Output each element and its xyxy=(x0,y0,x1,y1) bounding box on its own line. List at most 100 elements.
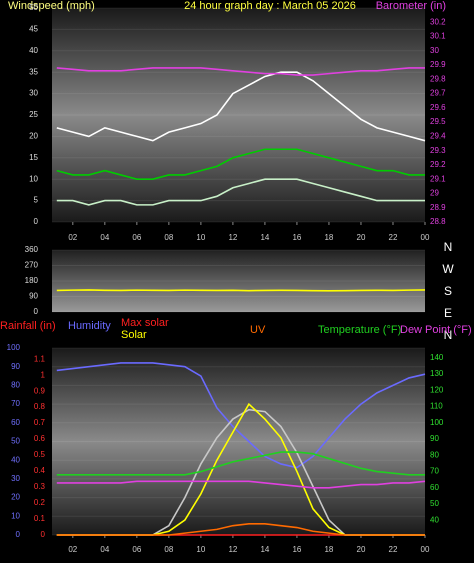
y-tick-label: 0 xyxy=(34,307,39,316)
legend-entry: Humidity xyxy=(68,320,111,332)
y3-tick-label: 0.5 xyxy=(34,450,46,459)
series-line xyxy=(56,480,426,489)
x-tick-label: 00 xyxy=(421,233,430,242)
legend-entry: Rainfall (in) xyxy=(0,320,56,332)
x-tick-label: 02 xyxy=(68,545,77,554)
x-tick-label: 22 xyxy=(389,545,398,554)
x-tick-label: 14 xyxy=(260,233,269,242)
x-tick-label: 20 xyxy=(357,545,366,554)
series-line xyxy=(56,178,425,206)
direction-label: N xyxy=(444,240,453,254)
x-tick-label: 10 xyxy=(196,233,205,242)
y2-tick-label: 110 xyxy=(430,402,443,411)
y-tick-label: 5 xyxy=(34,196,39,205)
y3-tick-label: 0.2 xyxy=(34,498,46,507)
x-tick-label: 04 xyxy=(100,233,109,242)
y2-tick-label: 80 xyxy=(430,450,439,459)
y-tick-label: 90 xyxy=(11,362,20,371)
y3-tick-label: 1.1 xyxy=(34,354,46,363)
y2-tick-label: 60 xyxy=(430,483,439,492)
y2-tick-label: 140 xyxy=(430,353,444,362)
x-tick-label: 14 xyxy=(260,545,269,554)
series-line xyxy=(56,451,425,476)
series-line xyxy=(56,71,426,142)
plot-area xyxy=(52,348,425,535)
x-tick-label: 06 xyxy=(132,545,141,554)
series-line xyxy=(56,362,426,469)
direction-label: S xyxy=(444,284,452,298)
x-tick-label: 16 xyxy=(292,233,301,242)
y2-tick-label: 29.7 xyxy=(430,89,446,98)
y3-tick-label: 0.4 xyxy=(34,466,46,475)
legend-entry: Dew Point (°F) xyxy=(400,324,472,336)
y2-tick-label: 29.5 xyxy=(430,117,446,126)
x-tick-label: 22 xyxy=(389,233,398,242)
y2-tick-label: 30.1 xyxy=(430,32,446,41)
direction-label: W xyxy=(442,262,454,276)
y2-tick-label: 29.8 xyxy=(430,74,446,83)
y2-tick-label: 29.1 xyxy=(430,174,446,183)
direction-label: N xyxy=(444,328,453,342)
y2-tick-label: 29 xyxy=(430,189,439,198)
y-tick-label: 60 xyxy=(11,418,20,427)
y3-tick-label: 0 xyxy=(41,530,46,539)
x-tick-label: 12 xyxy=(228,545,237,554)
x-tick-label: 04 xyxy=(100,545,109,554)
x-tick-label: 08 xyxy=(164,545,173,554)
series-line xyxy=(56,67,425,76)
y-tick-label: 30 xyxy=(11,474,20,483)
y-tick-label: 0 xyxy=(34,217,39,226)
legend-entry: Temperature (°F) xyxy=(318,324,401,336)
y2-tick-label: 70 xyxy=(430,467,439,476)
y3-tick-label: 1 xyxy=(41,370,46,379)
y-tick-label: 360 xyxy=(25,245,39,254)
plot-area xyxy=(52,250,425,312)
y-tick-label: 30 xyxy=(29,89,38,98)
y3-tick-label: 0.8 xyxy=(34,402,46,411)
x-tick-label: 20 xyxy=(357,233,366,242)
x-tick-label: 18 xyxy=(324,545,333,554)
y2-tick-label: 100 xyxy=(430,418,444,427)
y-tick-label: 50 xyxy=(11,437,20,446)
y2-axis-label: Barometer (in) xyxy=(376,0,446,12)
y-tick-label: 270 xyxy=(25,261,39,270)
series-line xyxy=(56,522,425,536)
series-line xyxy=(56,289,426,292)
legend-entry: Solar xyxy=(121,329,147,341)
x-tick-label: 06 xyxy=(132,233,141,242)
y2-tick-label: 29.3 xyxy=(430,146,446,155)
y-tick-label: 100 xyxy=(7,343,21,352)
y-tick-label: 15 xyxy=(29,153,38,162)
x-tick-label: 08 xyxy=(164,233,173,242)
y-tick-label: 70 xyxy=(11,399,20,408)
legend-entry: Max solar xyxy=(121,317,169,329)
y3-tick-label: 0.1 xyxy=(34,514,46,523)
y-tick-label: 20 xyxy=(11,493,20,502)
y3-tick-label: 0.7 xyxy=(34,418,46,427)
y2-tick-label: 28.9 xyxy=(430,203,446,212)
y-tick-label: 20 xyxy=(29,132,38,141)
y2-tick-label: 29.6 xyxy=(430,103,446,112)
x-tick-label: 00 xyxy=(421,545,430,554)
y2-tick-label: 40 xyxy=(430,515,439,524)
y-tick-label: 10 xyxy=(11,511,20,520)
y2-tick-label: 29.9 xyxy=(430,60,446,69)
y-tick-label: 35 xyxy=(29,67,38,76)
chart-title: 24 hour graph day : March 05 2026 xyxy=(184,0,356,12)
y2-tick-label: 130 xyxy=(430,369,444,378)
y2-tick-label: 29.2 xyxy=(430,160,446,169)
y-tick-label: 40 xyxy=(29,46,38,55)
legend-entry: UV xyxy=(250,324,266,336)
y-tick-label: 90 xyxy=(29,292,38,301)
series-line xyxy=(56,148,425,180)
y3-tick-label: 0.9 xyxy=(34,386,46,395)
y-tick-label: 0 xyxy=(16,530,21,539)
y2-tick-label: 30.2 xyxy=(430,17,446,26)
x-tick-label: 18 xyxy=(324,233,333,242)
y3-tick-label: 0.3 xyxy=(34,482,46,491)
x-tick-label: 10 xyxy=(196,545,205,554)
x-tick-label: 02 xyxy=(68,233,77,242)
y-tick-label: 80 xyxy=(11,381,20,390)
direction-label: E xyxy=(444,306,452,320)
